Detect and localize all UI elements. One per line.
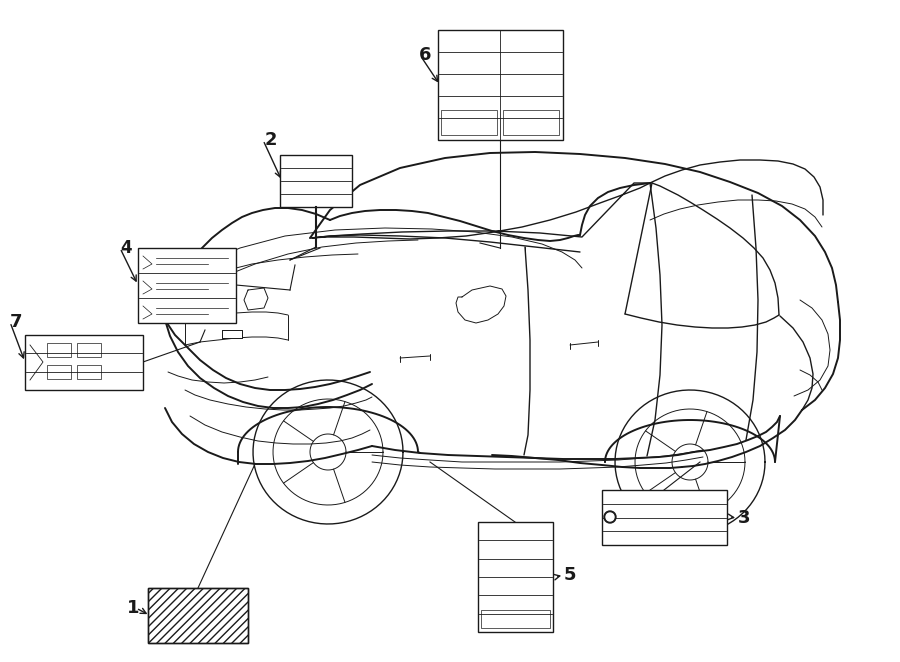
Circle shape — [604, 511, 616, 523]
Bar — [441, 110, 497, 135]
Bar — [148, 588, 248, 643]
Bar — [481, 610, 550, 628]
Bar — [25, 335, 143, 390]
Bar — [148, 588, 248, 643]
Bar — [438, 30, 563, 140]
Text: 3: 3 — [738, 509, 751, 527]
Bar — [138, 248, 236, 323]
Bar — [478, 522, 553, 632]
Bar — [602, 490, 727, 545]
Bar — [47, 343, 71, 357]
Bar — [503, 110, 559, 135]
Circle shape — [606, 513, 614, 521]
Bar — [280, 155, 352, 207]
Bar — [47, 365, 71, 379]
Bar — [77, 365, 101, 379]
Text: 1: 1 — [127, 599, 140, 617]
Text: 4: 4 — [121, 239, 131, 257]
Bar — [148, 588, 248, 643]
Text: 6: 6 — [418, 46, 431, 64]
Bar — [77, 343, 101, 357]
Text: 2: 2 — [265, 131, 277, 149]
Bar — [222, 330, 242, 338]
Text: 7: 7 — [10, 313, 22, 331]
Text: 5: 5 — [563, 566, 576, 584]
